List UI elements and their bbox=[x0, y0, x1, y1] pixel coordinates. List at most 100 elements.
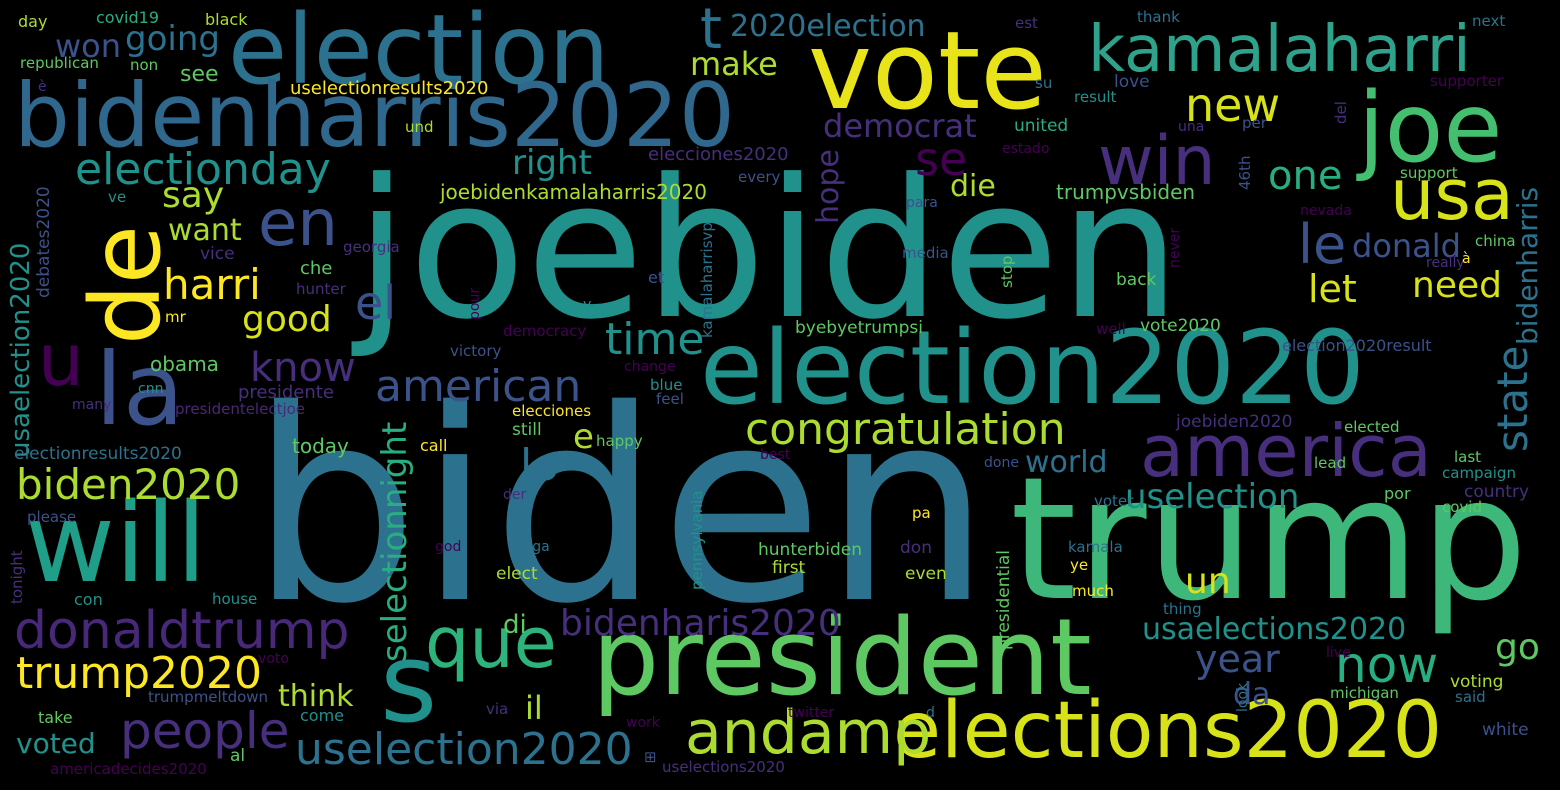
word-live: live bbox=[1326, 645, 1351, 661]
word-see: see bbox=[180, 62, 219, 87]
word-even: even bbox=[905, 564, 947, 584]
word-campaign: campaign bbox=[1442, 464, 1516, 482]
word-joebidenkamalaharris2020: joebidenkamalaharris2020 bbox=[440, 180, 707, 204]
word-love: love bbox=[1114, 72, 1150, 92]
word-media: media bbox=[902, 244, 949, 262]
word-still: still bbox=[512, 420, 542, 440]
word-house: house bbox=[212, 590, 258, 608]
word-elecciones: elecciones bbox=[512, 402, 592, 420]
word-und: und bbox=[405, 118, 434, 136]
word-vote2020: vote2020 bbox=[1140, 316, 1221, 336]
word-kamalaharri: kamalaharri bbox=[1088, 13, 1471, 87]
word-many: many bbox=[72, 397, 112, 413]
word-s: s bbox=[380, 619, 438, 747]
word-come: come bbox=[300, 706, 345, 725]
word-president: president bbox=[592, 596, 1092, 719]
word-day: day bbox=[18, 12, 48, 31]
word-good: good bbox=[242, 299, 332, 340]
word-congratulation: congratulation bbox=[745, 404, 1066, 455]
word-well: well bbox=[1096, 320, 1126, 338]
word-a-grave: à bbox=[1462, 251, 1471, 267]
word-think: think bbox=[278, 679, 354, 714]
word-joebiden: joebiden bbox=[355, 139, 1181, 362]
word-re: re bbox=[786, 492, 802, 510]
word-last: last bbox=[1454, 448, 1482, 466]
word-really: really bbox=[1426, 255, 1465, 271]
word-ye: ye bbox=[1070, 556, 1089, 574]
word-much: much bbox=[1072, 582, 1114, 600]
word-voto: voto bbox=[258, 651, 289, 667]
word-right: right bbox=[512, 143, 592, 183]
word-kamala: kamala bbox=[1068, 538, 1123, 556]
word-di: di bbox=[503, 610, 527, 640]
word-done: done bbox=[984, 455, 1019, 471]
word-die: die bbox=[950, 169, 996, 204]
word-stop: stop bbox=[998, 255, 1016, 288]
word-let: let bbox=[1308, 267, 1357, 311]
word-voted: voted bbox=[16, 727, 96, 760]
word-american: american bbox=[375, 361, 582, 412]
word-next: next bbox=[1472, 12, 1506, 30]
word-call: call bbox=[420, 436, 448, 455]
word-der: der bbox=[503, 487, 527, 503]
word-pa: pa bbox=[912, 504, 931, 522]
word-election: election bbox=[228, 0, 610, 106]
word-presidential: presidential bbox=[994, 550, 1014, 650]
word-world: world bbox=[1025, 445, 1108, 480]
word-feel: feel bbox=[656, 390, 684, 408]
word-donald: donald bbox=[1352, 227, 1461, 265]
word-want: want bbox=[168, 213, 242, 248]
word-go: go bbox=[1495, 627, 1540, 668]
word-take: take bbox=[38, 708, 73, 727]
word-state: state bbox=[1488, 345, 1537, 452]
word-first: first bbox=[772, 558, 806, 578]
word-country: country bbox=[1464, 482, 1530, 502]
word-joebiden2020: joebiden2020 bbox=[1176, 412, 1293, 432]
word-going: going bbox=[125, 19, 220, 59]
word-che: che bbox=[300, 258, 333, 279]
word-kamalaharrisvp: kamalaharrisvp bbox=[698, 222, 716, 338]
word-via: via bbox=[486, 700, 509, 718]
word-hunter: hunter bbox=[296, 280, 346, 298]
word-electionday: electionday bbox=[75, 144, 331, 195]
word-never: never bbox=[1167, 227, 1183, 268]
word-se: se bbox=[915, 132, 968, 186]
word-every: every bbox=[738, 168, 781, 186]
word-bidenharis2020: bidenharis2020 bbox=[560, 603, 841, 644]
word-god: god bbox=[435, 539, 462, 555]
word-will: will bbox=[25, 479, 207, 607]
word-win: win bbox=[1098, 122, 1216, 201]
word-covid: covid bbox=[1442, 498, 1482, 516]
word-usaelection2020-v: usaelection2020 bbox=[6, 242, 36, 458]
word-democracy: democracy bbox=[503, 322, 587, 340]
word-e-grave: è bbox=[38, 79, 47, 95]
word-result: result bbox=[1074, 88, 1117, 106]
word-elected: elected bbox=[1344, 418, 1400, 436]
word-symbol: ⊞ bbox=[644, 748, 657, 766]
word-thank: thank bbox=[1137, 8, 1180, 26]
word-est: est bbox=[1015, 14, 1038, 32]
word-elect: elect bbox=[496, 564, 538, 584]
word-black: black bbox=[205, 10, 248, 29]
word-una: una bbox=[1178, 119, 1205, 135]
word-para: para bbox=[906, 195, 938, 211]
word-46th: 46th bbox=[1236, 155, 1254, 190]
word-say: say bbox=[162, 175, 225, 216]
word-il: il bbox=[525, 689, 543, 727]
word-work: work bbox=[626, 715, 660, 731]
word-new: new bbox=[1185, 78, 1281, 132]
word-le: le bbox=[1298, 213, 1347, 276]
word-change: change bbox=[624, 359, 676, 375]
word-donaldtrump: donaldtrump bbox=[14, 601, 350, 661]
word-t: t bbox=[700, 0, 722, 62]
word-uselections2020: uselections2020 bbox=[662, 758, 785, 776]
word-presidente: presidente bbox=[238, 382, 334, 403]
word-trumpmeltdown: trumpmeltdown bbox=[148, 688, 269, 706]
word-per: per bbox=[1242, 114, 1267, 132]
word-bidenharris: bidenharris bbox=[1511, 186, 1544, 345]
word-biden: biden bbox=[250, 354, 992, 662]
word-back: back bbox=[1116, 270, 1157, 290]
word-china: china bbox=[1475, 232, 1516, 250]
word-republican: republican bbox=[20, 54, 99, 72]
